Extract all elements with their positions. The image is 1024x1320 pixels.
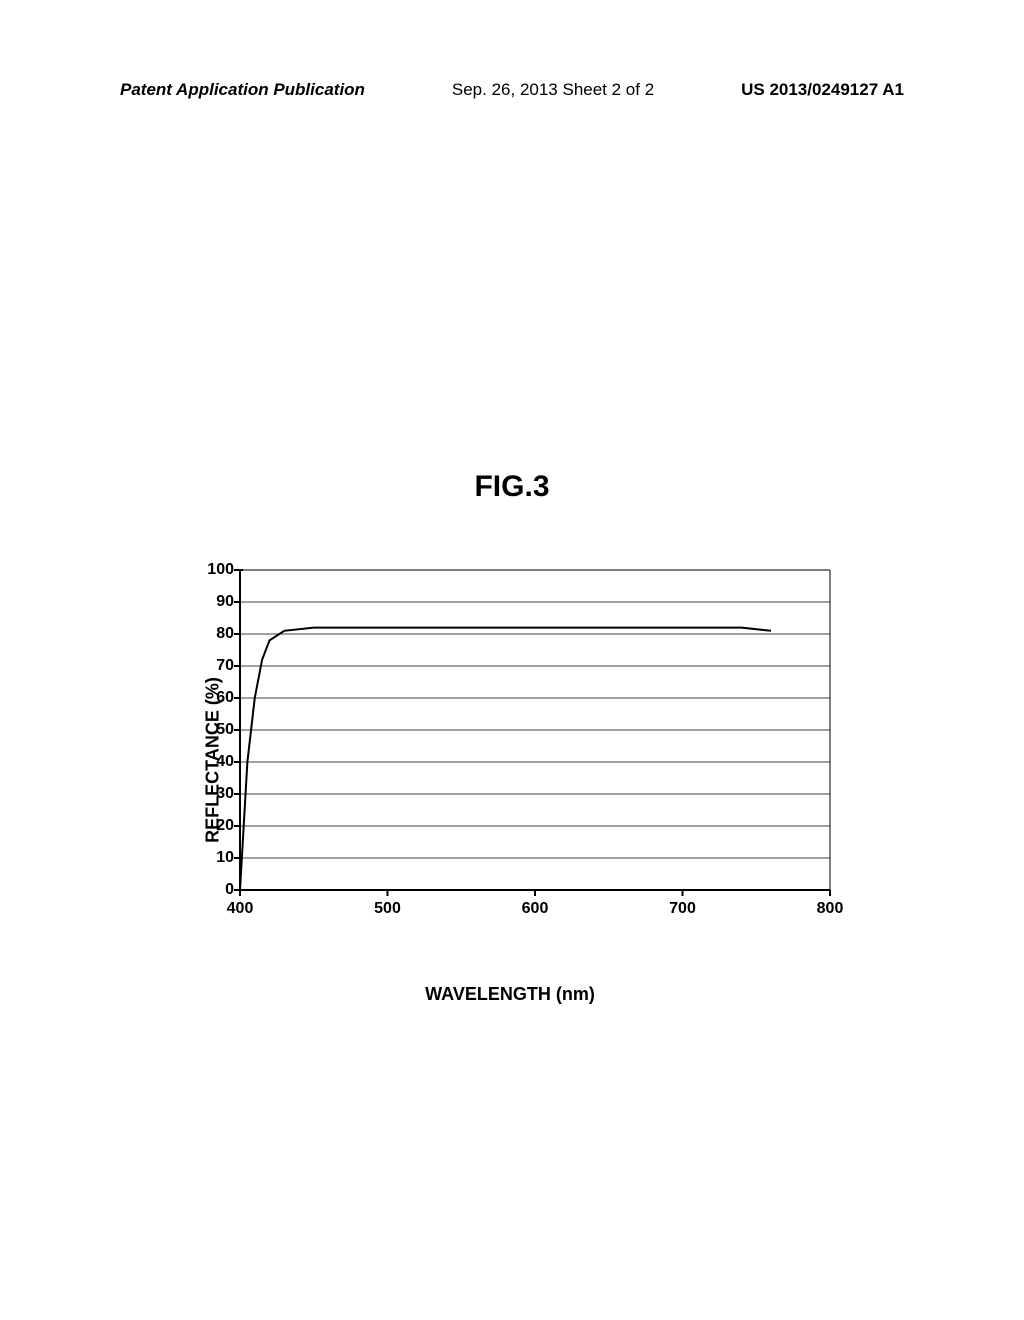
x-tick-label: 600 (522, 900, 549, 918)
y-tick-label: 10 (194, 849, 234, 867)
y-tick-label: 50 (194, 721, 234, 739)
header-left: Patent Application Publication (120, 80, 365, 100)
chart-svg (240, 570, 830, 890)
page-header: Patent Application Publication Sep. 26, … (0, 80, 1024, 100)
y-tick-label: 40 (194, 753, 234, 771)
y-tick-label: 20 (194, 817, 234, 835)
x-tick-label: 400 (227, 900, 254, 918)
x-tick-label: 800 (817, 900, 844, 918)
y-tick-label: 90 (194, 593, 234, 611)
x-tick-label: 700 (669, 900, 696, 918)
y-tick-label: 30 (194, 785, 234, 803)
header-right: US 2013/0249127 A1 (741, 80, 904, 100)
figure-title: FIG.3 (0, 470, 1024, 504)
plot-area (240, 570, 830, 890)
y-tick-label: 60 (194, 689, 234, 707)
header-center: Sep. 26, 2013 Sheet 2 of 2 (452, 80, 654, 100)
y-tick-label: 70 (194, 657, 234, 675)
x-axis-label: WAVELENGTH (nm) (425, 984, 595, 1005)
reflectance-chart: REFLECTANCE (%) WAVELENGTH (nm) 01020304… (160, 570, 860, 950)
x-tick-label: 500 (374, 900, 401, 918)
y-tick-label: 80 (194, 625, 234, 643)
y-tick-label: 0 (194, 881, 234, 899)
y-tick-label: 100 (194, 561, 234, 579)
